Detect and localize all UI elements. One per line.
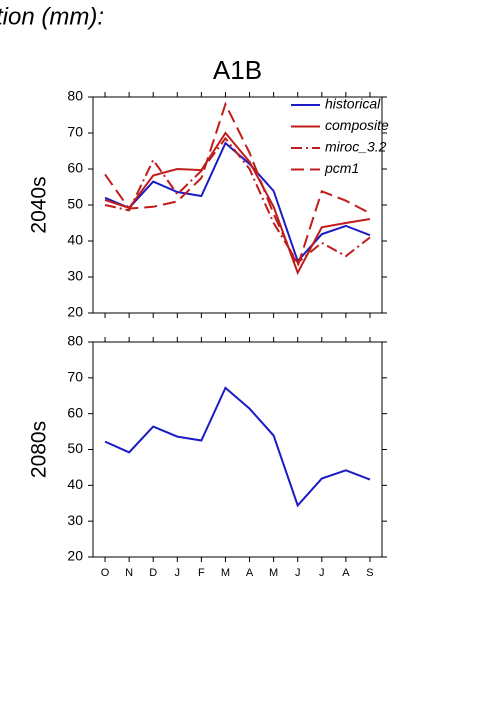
x-tick-label: N xyxy=(125,567,133,579)
y-tick-label: 50 xyxy=(67,440,83,456)
y-tick-label: 60 xyxy=(67,160,83,176)
x-tick-label: M xyxy=(269,567,278,579)
x-tick-label: A xyxy=(342,567,350,579)
y-tick-label: 50 xyxy=(67,196,83,212)
y-tick-label: 30 xyxy=(67,512,83,528)
x-tick-label: A xyxy=(246,567,254,579)
y-axis-label: 2080s xyxy=(28,421,51,478)
y-tick-label: 80 xyxy=(67,333,83,349)
series-line xyxy=(104,136,371,265)
y-tick-label: 40 xyxy=(67,232,83,248)
chart-title: A1B xyxy=(213,55,262,85)
x-tick-label: S xyxy=(366,567,373,579)
series-line xyxy=(104,386,371,508)
series-line xyxy=(104,101,371,269)
y-tick-label: 70 xyxy=(67,124,83,140)
legend-label: pcm1 xyxy=(324,160,359,176)
legend-label: historical xyxy=(325,96,381,112)
series-line xyxy=(104,131,371,276)
y-tick-label: 30 xyxy=(67,268,83,284)
x-tick-label: J xyxy=(295,567,301,579)
y-tick-label: 20 xyxy=(67,548,83,564)
legend-label: composite xyxy=(325,117,389,133)
x-tick-label: M xyxy=(221,567,230,579)
legend-label: miroc_3.2 xyxy=(325,139,387,155)
y-tick-label: 20 xyxy=(67,304,83,320)
y-tick-label: 70 xyxy=(67,369,83,385)
heading: tion (mm): xyxy=(0,3,104,30)
x-tick-label: D xyxy=(149,567,157,579)
x-tick-label: J xyxy=(175,567,181,579)
y-tick-label: 80 xyxy=(67,88,83,104)
y-axis-label: 2040s xyxy=(28,176,51,233)
y-tick-label: 40 xyxy=(67,476,83,492)
plot-frame xyxy=(92,341,383,558)
x-tick-label: J xyxy=(319,567,325,579)
x-tick-label: F xyxy=(198,567,205,579)
y-tick-label: 60 xyxy=(67,404,83,420)
x-tick-label: O xyxy=(101,567,110,579)
